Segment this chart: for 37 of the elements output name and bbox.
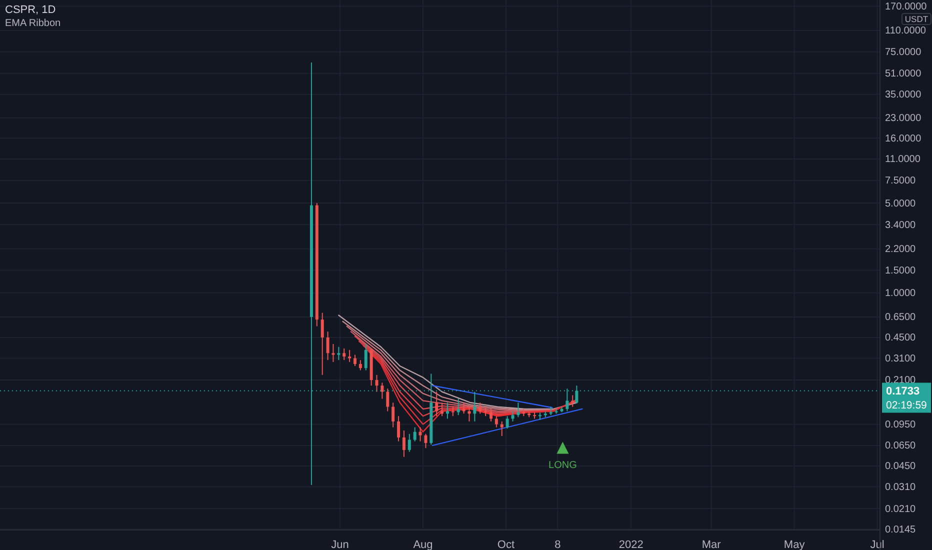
text: 02:19:59 [886, 400, 928, 412]
y-tick-label: 2.2000 [885, 244, 916, 256]
y-tick-label: 170.0000 [885, 1, 928, 12]
y-tick-label: 110.0000 [885, 26, 926, 37]
annotation: LONG [548, 460, 578, 471]
x-tick-label: Oct [497, 538, 515, 550]
y-tick-label: 0.0950 [885, 419, 916, 430]
x-tick-label: Mar [702, 538, 722, 550]
y-tick-label: 0.6500 [885, 312, 916, 324]
y-tick-label: 75.0000 [885, 47, 922, 58]
x-tick-label: May [784, 538, 806, 550]
x-tick-label: 8 [554, 538, 561, 550]
y-tick-label: 0.0310 [885, 482, 916, 494]
x-tick-label: Aug [413, 538, 433, 550]
y-tick-label: 7.5000 [885, 176, 916, 187]
y-tick-label: 23.0000 [885, 113, 922, 124]
y-tick-label: 1.5000 [885, 265, 916, 276]
y-tick-label: 11.0000 [885, 154, 921, 166]
ref-line-label: 0.1733 [886, 386, 920, 398]
chart-title: CSPR, 1D [5, 4, 56, 16]
y-tick-label: 0.0650 [885, 440, 916, 452]
y-tick-label: 0.4500 [885, 332, 916, 344]
text: EMA Ribbon [5, 18, 61, 29]
y-tick-label: 0.0450 [885, 461, 916, 472]
y-tick-label: 16.0000 [885, 133, 922, 144]
x-tick-label: 2022 [618, 538, 644, 550]
y-tick-label: 0.0145 [885, 524, 916, 536]
text: USDT [904, 14, 928, 24]
x-tick-label: Jun [331, 538, 349, 550]
y-tick-label: 35.0000 [885, 90, 922, 101]
y-tick-label: 0.3100 [885, 353, 916, 364]
y-tick-label: 3.4000 [885, 220, 916, 231]
y-tick-label: 51.0000 [885, 68, 922, 80]
y-tick-label: 0.2100 [885, 375, 916, 386]
y-tick-label: 1.0000 [885, 288, 916, 300]
y-tick-label: 5.0000 [885, 198, 916, 210]
y-tick-label: 0.0210 [885, 504, 916, 515]
